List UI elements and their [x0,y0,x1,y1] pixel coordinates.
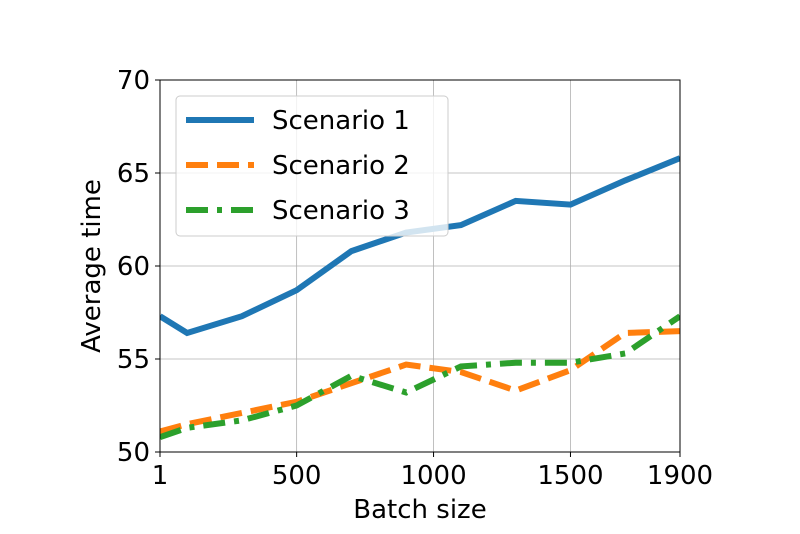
x-tick-label: 1500 [537,461,603,491]
y-tick-label: 50 [117,438,150,468]
y-axis-label: Average time [77,179,107,353]
legend-label: Scenario 1 [272,106,410,136]
y-tick-label: 60 [117,252,150,282]
y-tick-label: 65 [117,159,150,189]
x-axis-label: Batch size [353,495,486,525]
y-tick-label: 55 [117,345,150,375]
legend-label: Scenario 3 [272,196,410,226]
legend-label: Scenario 2 [272,151,410,181]
data-line [160,328,680,435]
legend: Scenario 1 Scenario 2 Scenario 3 [175,95,449,237]
x-tick-label: 500 [272,461,322,491]
legend-box [175,95,449,237]
x-tick-label: 1000 [400,461,466,491]
plot-frame [159,79,681,453]
data-line [160,313,680,440]
x-tick-label: 1900 [647,461,713,491]
x-tick-label: 1 [152,461,169,491]
y-tick-label: 70 [117,66,150,96]
